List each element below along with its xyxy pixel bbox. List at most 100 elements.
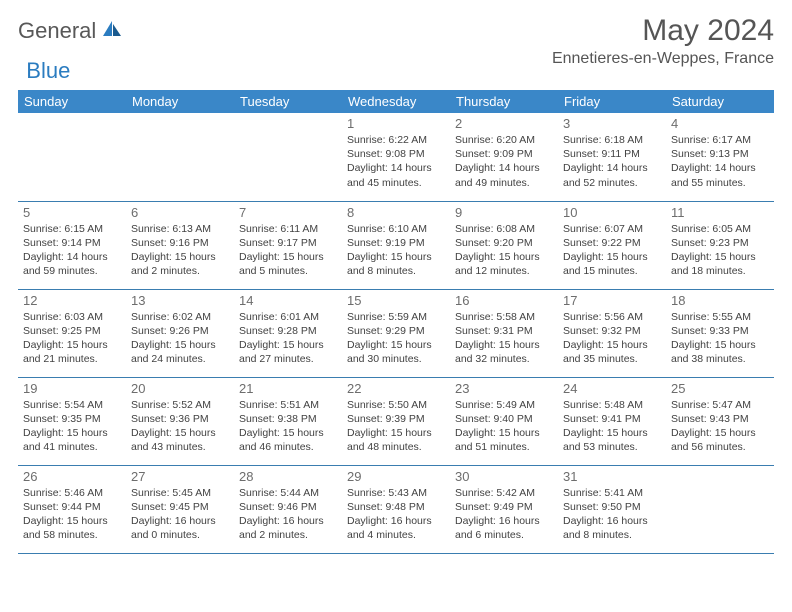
day-info-line: Sunset: 9:09 PM xyxy=(455,147,553,161)
day-info-line: Sunset: 9:25 PM xyxy=(23,324,121,338)
calendar-day-cell: 16Sunrise: 5:58 AMSunset: 9:31 PMDayligh… xyxy=(450,289,558,377)
day-info-line: and 4 minutes. xyxy=(347,528,445,542)
calendar-day-cell: 12Sunrise: 6:03 AMSunset: 9:25 PMDayligh… xyxy=(18,289,126,377)
day-info: Sunrise: 6:02 AMSunset: 9:26 PMDaylight:… xyxy=(131,310,229,367)
day-info-line: Sunset: 9:22 PM xyxy=(563,236,661,250)
day-info: Sunrise: 5:54 AMSunset: 9:35 PMDaylight:… xyxy=(23,398,121,455)
calendar-week-row: 1Sunrise: 6:22 AMSunset: 9:08 PMDaylight… xyxy=(18,113,774,201)
day-info-line: Sunrise: 6:08 AM xyxy=(455,222,553,236)
calendar-day-cell: 7Sunrise: 6:11 AMSunset: 9:17 PMDaylight… xyxy=(234,201,342,289)
day-info-line: and 56 minutes. xyxy=(671,440,769,454)
day-info-line: Sunset: 9:08 PM xyxy=(347,147,445,161)
day-info-line: and 32 minutes. xyxy=(455,352,553,366)
day-info-line: Sunset: 9:40 PM xyxy=(455,412,553,426)
day-info-line: Sunset: 9:23 PM xyxy=(671,236,769,250)
day-number: 26 xyxy=(23,469,121,484)
day-info-line: and 45 minutes. xyxy=(347,176,445,190)
day-info-line: Daylight: 15 hours xyxy=(131,250,229,264)
day-info-line: Daylight: 14 hours xyxy=(347,161,445,175)
day-info-line: and 43 minutes. xyxy=(131,440,229,454)
day-info: Sunrise: 5:48 AMSunset: 9:41 PMDaylight:… xyxy=(563,398,661,455)
calendar-day-cell: 21Sunrise: 5:51 AMSunset: 9:38 PMDayligh… xyxy=(234,377,342,465)
calendar-day-cell xyxy=(18,113,126,201)
day-info-line: Sunset: 9:19 PM xyxy=(347,236,445,250)
day-number: 30 xyxy=(455,469,553,484)
day-info-line: and 51 minutes. xyxy=(455,440,553,454)
day-info-line: Sunrise: 6:13 AM xyxy=(131,222,229,236)
day-number: 10 xyxy=(563,205,661,220)
day-info: Sunrise: 6:18 AMSunset: 9:11 PMDaylight:… xyxy=(563,133,661,190)
day-info-line: and 53 minutes. xyxy=(563,440,661,454)
brand-part2: Blue xyxy=(26,58,70,84)
day-info-line: and 24 minutes. xyxy=(131,352,229,366)
calendar-week-row: 26 Sunrise: 5:46 AMSunset: 9:44 PMDayligh… xyxy=(18,465,774,553)
weekday-header-row: Sunday Monday Tuesday Wednesday Thursday… xyxy=(18,90,774,113)
day-info-line: and 38 minutes. xyxy=(671,352,769,366)
day-info-line: Sunset: 9:17 PM xyxy=(239,236,337,250)
day-number: 29 xyxy=(347,469,445,484)
calendar-day-cell: 23Sunrise: 5:49 AMSunset: 9:40 PMDayligh… xyxy=(450,377,558,465)
day-info-line: Daylight: 15 hours xyxy=(455,338,553,352)
day-info-line: Daylight: 16 hours xyxy=(347,514,445,528)
day-info-line: and 48 minutes. xyxy=(347,440,445,454)
day-info: Sunrise: 5:47 AMSunset: 9:43 PMDaylight:… xyxy=(671,398,769,455)
day-info-line: and 0 minutes. xyxy=(131,528,229,542)
day-info: Sunrise: 5:51 AMSunset: 9:38 PMDaylight:… xyxy=(239,398,337,455)
day-info: Sunrise: 6:17 AMSunset: 9:13 PMDaylight:… xyxy=(671,133,769,190)
day-number: 20 xyxy=(131,381,229,396)
calendar-day-cell: 5Sunrise: 6:15 AMSunset: 9:14 PMDaylight… xyxy=(18,201,126,289)
day-info-line: Sunrise: 5:54 AM xyxy=(23,398,121,412)
day-info-line: Daylight: 15 hours xyxy=(23,514,121,528)
day-info: Sunrise: 6:07 AMSunset: 9:22 PMDaylight:… xyxy=(563,222,661,279)
day-info-line: and 21 minutes. xyxy=(23,352,121,366)
day-info: Sunrise: 5:44 AMSunset: 9:46 PMDaylight:… xyxy=(239,486,337,543)
day-number: 15 xyxy=(347,293,445,308)
day-info-line: and 58 minutes. xyxy=(23,528,121,542)
day-info: Sunrise: 5:46 AMSunset: 9:44 PMDaylight:… xyxy=(23,486,121,543)
day-info: Sunrise: 6:03 AMSunset: 9:25 PMDaylight:… xyxy=(23,310,121,367)
calendar-day-cell: 20Sunrise: 5:52 AMSunset: 9:36 PMDayligh… xyxy=(126,377,234,465)
day-info-line: Sunset: 9:31 PM xyxy=(455,324,553,338)
day-info-line: Sunrise: 6:17 AM xyxy=(671,133,769,147)
day-info-line: Sunrise: 5:48 AM xyxy=(563,398,661,412)
weekday-header: Tuesday xyxy=(234,90,342,113)
day-info-line: Sunrise: 6:05 AM xyxy=(671,222,769,236)
day-info-line: and 8 minutes. xyxy=(347,264,445,278)
day-info-line: Sunrise: 5:58 AM xyxy=(455,310,553,324)
day-info-line: Sunrise: 5:44 AM xyxy=(239,486,337,500)
day-info-line: Sunset: 9:16 PM xyxy=(131,236,229,250)
day-info-line: Daylight: 16 hours xyxy=(455,514,553,528)
calendar-day-cell: 14Sunrise: 6:01 AMSunset: 9:28 PMDayligh… xyxy=(234,289,342,377)
day-info-line: Sunrise: 5:50 AM xyxy=(347,398,445,412)
day-info-line: Sunrise: 5:43 AM xyxy=(347,486,445,500)
day-number: 2 xyxy=(455,116,553,131)
day-info-line: Sunset: 9:28 PM xyxy=(239,324,337,338)
day-info-line: Sunrise: 6:03 AM xyxy=(23,310,121,324)
day-info-line: Sunset: 9:29 PM xyxy=(347,324,445,338)
day-info: Sunrise: 5:59 AMSunset: 9:29 PMDaylight:… xyxy=(347,310,445,367)
day-info-line: Sunset: 9:49 PM xyxy=(455,500,553,514)
day-info: Sunrise: 6:22 AMSunset: 9:08 PMDaylight:… xyxy=(347,133,445,190)
day-info-line: and 46 minutes. xyxy=(239,440,337,454)
day-info: Sunrise: 6:11 AMSunset: 9:17 PMDaylight:… xyxy=(239,222,337,279)
weekday-header: Friday xyxy=(558,90,666,113)
day-info-line: Daylight: 16 hours xyxy=(563,514,661,528)
calendar-day-cell: 19Sunrise: 5:54 AMSunset: 9:35 PMDayligh… xyxy=(18,377,126,465)
day-number: 23 xyxy=(455,381,553,396)
day-info-line: and 2 minutes. xyxy=(131,264,229,278)
day-info: Sunrise: 5:43 AMSunset: 9:48 PMDaylight:… xyxy=(347,486,445,543)
day-number: 13 xyxy=(131,293,229,308)
day-info-line: and 2 minutes. xyxy=(239,528,337,542)
calendar-day-cell: 27Sunrise: 5:45 AMSunset: 9:45 PMDayligh… xyxy=(126,465,234,553)
day-info-line: Daylight: 15 hours xyxy=(239,338,337,352)
day-info-line: Daylight: 15 hours xyxy=(131,338,229,352)
day-info-line: and 27 minutes. xyxy=(239,352,337,366)
day-number: 5 xyxy=(23,205,121,220)
day-number: 6 xyxy=(131,205,229,220)
weekday-header: Thursday xyxy=(450,90,558,113)
day-info-line: Sunset: 9:20 PM xyxy=(455,236,553,250)
day-info-line: and 55 minutes. xyxy=(671,176,769,190)
day-info-line: Sunset: 9:26 PM xyxy=(131,324,229,338)
calendar-day-cell: 28Sunrise: 5:44 AMSunset: 9:46 PMDayligh… xyxy=(234,465,342,553)
day-number: 18 xyxy=(671,293,769,308)
